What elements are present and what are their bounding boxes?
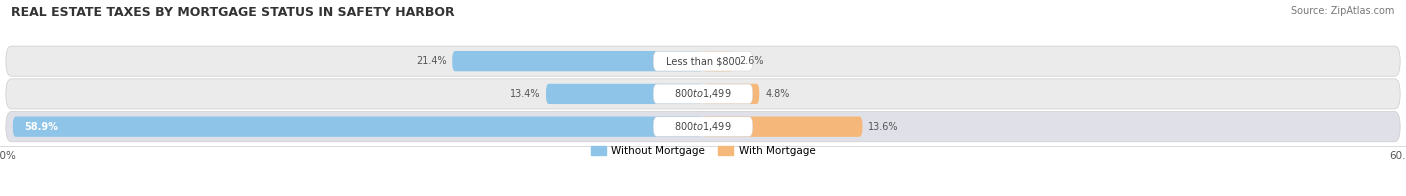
Text: 4.8%: 4.8% <box>765 89 790 99</box>
FancyBboxPatch shape <box>6 79 1400 109</box>
FancyBboxPatch shape <box>6 112 1400 142</box>
Text: Source: ZipAtlas.com: Source: ZipAtlas.com <box>1291 6 1395 16</box>
FancyBboxPatch shape <box>6 46 1400 76</box>
Text: 58.9%: 58.9% <box>25 122 59 132</box>
Text: 13.4%: 13.4% <box>509 89 540 99</box>
Text: 13.6%: 13.6% <box>868 122 898 132</box>
FancyBboxPatch shape <box>654 51 752 71</box>
FancyBboxPatch shape <box>703 51 734 71</box>
FancyBboxPatch shape <box>703 84 759 104</box>
Legend: Without Mortgage, With Mortgage: Without Mortgage, With Mortgage <box>586 142 820 161</box>
Text: 2.6%: 2.6% <box>740 56 763 66</box>
Text: REAL ESTATE TAXES BY MORTGAGE STATUS IN SAFETY HARBOR: REAL ESTATE TAXES BY MORTGAGE STATUS IN … <box>11 6 456 19</box>
Text: 21.4%: 21.4% <box>416 56 447 66</box>
FancyBboxPatch shape <box>13 117 703 137</box>
Text: Less than $800: Less than $800 <box>665 56 741 66</box>
FancyBboxPatch shape <box>703 117 862 137</box>
Text: $800 to $1,499: $800 to $1,499 <box>675 87 731 100</box>
FancyBboxPatch shape <box>546 84 703 104</box>
Text: $800 to $1,499: $800 to $1,499 <box>675 120 731 133</box>
FancyBboxPatch shape <box>453 51 703 71</box>
FancyBboxPatch shape <box>654 117 752 136</box>
FancyBboxPatch shape <box>654 84 752 104</box>
